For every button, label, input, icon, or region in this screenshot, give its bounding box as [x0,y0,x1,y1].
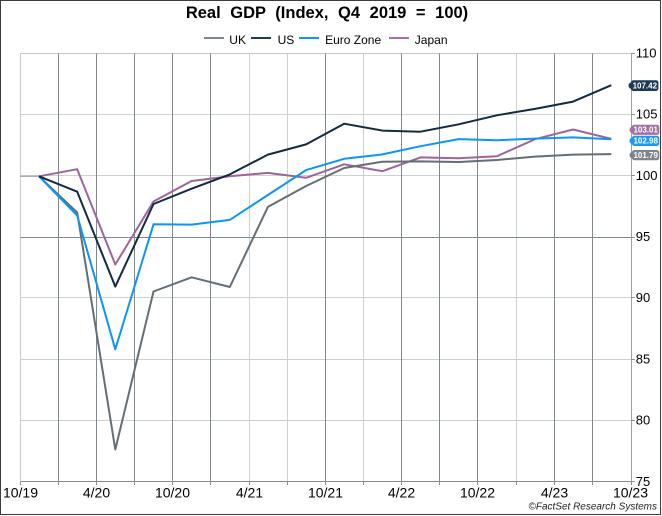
svg-text:10/21: 10/21 [308,484,343,500]
svg-text:107.42: 107.42 [633,82,658,91]
svg-text:105: 105 [636,107,658,122]
svg-text:4/23: 4/23 [541,484,568,500]
svg-text:110: 110 [636,45,657,60]
svg-text:©FactSet Research Systems: ©FactSet Research Systems [528,502,657,513]
svg-text:10/19: 10/19 [3,484,38,500]
svg-text:95: 95 [636,229,650,244]
svg-text:4/22: 4/22 [388,484,415,500]
svg-text:102.98: 102.98 [633,137,658,146]
svg-text:80: 80 [636,413,650,428]
svg-text:90: 90 [636,290,650,305]
svg-text:101.79: 101.79 [633,151,658,160]
svg-text:10/22: 10/22 [460,484,495,500]
svg-text:100: 100 [636,168,658,183]
svg-text:4/20: 4/20 [83,484,110,500]
svg-text:10/20: 10/20 [155,484,190,500]
svg-text:85: 85 [636,351,650,366]
svg-text:75: 75 [636,474,650,489]
svg-text:103.01: 103.01 [633,126,658,135]
svg-text:10/23: 10/23 [613,484,648,500]
svg-text:4/21: 4/21 [236,484,263,500]
